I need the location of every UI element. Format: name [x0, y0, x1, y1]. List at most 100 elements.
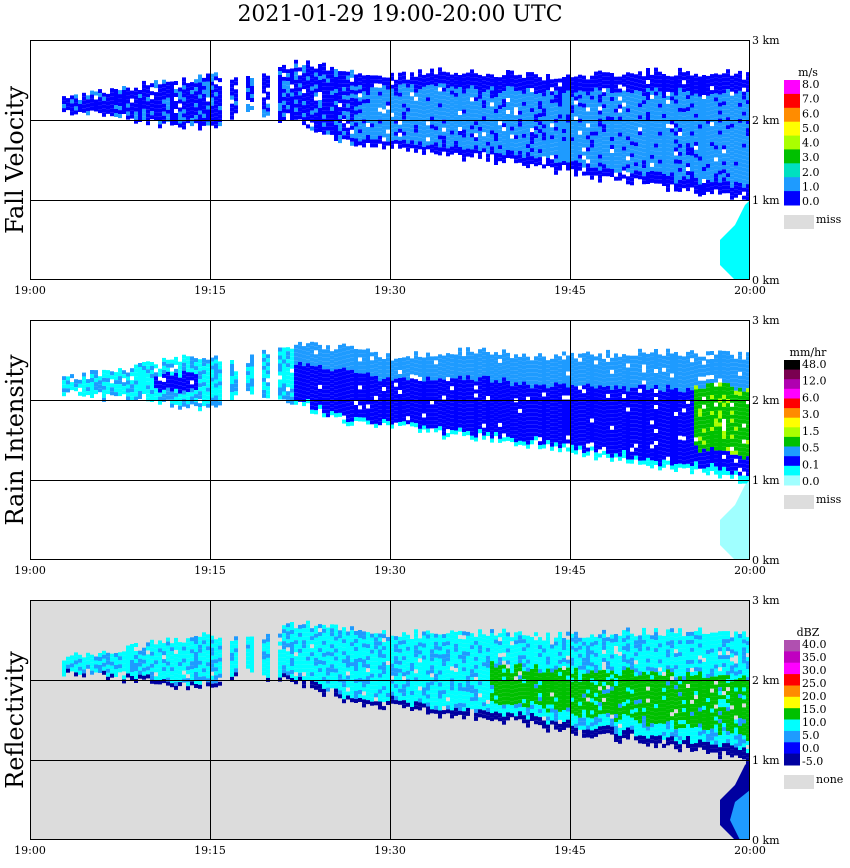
x-tick-label: 20:00 [734, 284, 766, 297]
legend-swatch [784, 708, 800, 721]
legend-swatch [784, 121, 800, 137]
legend-level-label: 0.5 [802, 442, 820, 455]
x-axis-3: 19:00 19:15 19:30 19:45 20:00 [14, 844, 766, 857]
surface-echo-core [730, 230, 750, 280]
panel-label-rain-intensity: Rain Intensity [0, 320, 30, 560]
plot-reflectivity [30, 600, 750, 840]
y-tick-label: 1 km [752, 194, 780, 207]
y-tick-label: 2 km [752, 674, 780, 687]
plot-frame [30, 320, 750, 560]
legend-swatch [784, 149, 800, 164]
legend-level-label: 15.0 [802, 703, 827, 716]
x-tick-label: 19:15 [194, 564, 226, 577]
legend-units: dBZ [797, 626, 820, 639]
legend-swatch [784, 662, 800, 675]
y-tick-label: 1 km [752, 754, 780, 767]
x-tick-label: 19:45 [554, 564, 586, 577]
x-tick-label: 19:00 [14, 844, 46, 857]
legend-level-label: 1.0 [802, 180, 820, 193]
legend-units: mm/hr [790, 346, 828, 359]
y-tick-label: 2 km [752, 394, 780, 407]
legend-swatch [784, 379, 800, 390]
legend-swatch [784, 177, 800, 192]
y-tick-label: 0 km [752, 274, 780, 287]
y-tick-label: 3 km [752, 34, 780, 47]
plot-frame [30, 40, 750, 280]
legend-level-label: 2.0 [802, 166, 820, 179]
legend-level-label: 1.5 [802, 425, 820, 438]
legend-swatch [784, 80, 800, 95]
legend-missing-swatch [784, 215, 814, 229]
echo-layer [62, 341, 750, 485]
legend-swatch [784, 456, 800, 467]
legend-swatch [784, 191, 800, 206]
plot-rain-intensity [30, 320, 750, 560]
legend-level-label: 0.0 [802, 475, 820, 488]
legend-level-label: 5.0 [802, 729, 820, 742]
echo-layer [62, 59, 750, 201]
x-tick-label: 19:00 [14, 284, 46, 297]
legend-level-label: 25.0 [802, 677, 827, 690]
legend-level-label: 0.0 [802, 195, 820, 208]
legend-level-label: 48.0 [802, 358, 827, 371]
x-tick-label: 19:30 [374, 564, 406, 577]
legend-swatch [784, 408, 800, 419]
legend-swatch [784, 388, 800, 399]
legend-swatch [784, 696, 800, 709]
legend-level-label: 30.0 [802, 664, 827, 677]
x-tick-label: 19:15 [194, 844, 226, 857]
y-tick-label: 3 km [752, 594, 780, 607]
legend-level-label: 6.0 [802, 107, 820, 120]
panel-label-fall-velocity: Fall Velocity [0, 40, 30, 280]
legend-level-label: -5.0 [802, 755, 823, 768]
x-tick-label: 19:30 [374, 844, 406, 857]
surface-echo-core [730, 790, 750, 840]
legend-swatch [784, 730, 800, 743]
legend-level-label: 0.0 [802, 742, 820, 755]
legend-swatch [784, 107, 800, 123]
legend-swatch [784, 427, 800, 438]
x-axis-2: 19:00 19:15 19:30 19:45 20:00 [14, 564, 766, 577]
x-axis-1: 19:00 19:15 19:30 19:45 20:00 [14, 284, 766, 297]
legend-swatch [784, 398, 800, 409]
legend-units: m/s [798, 66, 818, 79]
legend-level-label: 8.0 [802, 78, 820, 91]
plot-frame [30, 600, 750, 840]
legend-level-label: 20.0 [802, 690, 827, 703]
y-tick-label: 0 km [752, 554, 780, 567]
legend-level-label: 10.0 [802, 716, 827, 729]
x-tick-label: 19:45 [554, 844, 586, 857]
legend-fall-velocity: 0 km 1 km 2 km 3 km m/s8.0 7.06.0 5.0 4.03.0 2.0… [752, 34, 842, 287]
legend-swatch [784, 674, 800, 686]
legend-swatch [784, 417, 800, 428]
legend-missing-label: miss [816, 493, 842, 506]
x-tick-label: 19:15 [194, 284, 226, 297]
legend-missing-swatch [784, 775, 814, 789]
legend-swatch [784, 651, 800, 664]
legend-level-label: 35.0 [802, 651, 827, 664]
legend-reflectivity: 0 km1 km2 km3 kmdBZ40.035.030.025.020.01… [752, 594, 843, 847]
y-tick-label: 2 km [752, 114, 780, 127]
chart-title: 2021-01-29 19:00-20:00 UTC [237, 2, 563, 27]
legend-level-label: 0.1 [802, 458, 820, 471]
legend-swatch [784, 93, 800, 109]
legend-level-label: 3.0 [802, 408, 820, 421]
panel-label-reflectivity: Reflectivity [0, 600, 30, 840]
legend-level-label: 3.0 [802, 151, 820, 164]
legend-swatch [784, 719, 800, 732]
legend-missing-label: miss [816, 213, 842, 226]
echo-layer [62, 620, 750, 766]
legend-level-label: 6.0 [802, 391, 820, 404]
panel-title: Fall Velocity [1, 85, 29, 235]
legend-swatch [784, 475, 800, 486]
legend-level-label: 4.0 [802, 137, 820, 150]
legend-missing-label: none [816, 773, 843, 786]
legend-swatch [784, 360, 800, 371]
legend-level-label: 40.0 [802, 638, 827, 651]
legend-level-label: 7.0 [802, 93, 820, 106]
legend-missing-swatch [784, 495, 814, 509]
legend-level-label: 5.0 [802, 122, 820, 135]
x-tick-label: 20:00 [734, 844, 766, 857]
x-tick-label: 20:00 [734, 564, 766, 577]
